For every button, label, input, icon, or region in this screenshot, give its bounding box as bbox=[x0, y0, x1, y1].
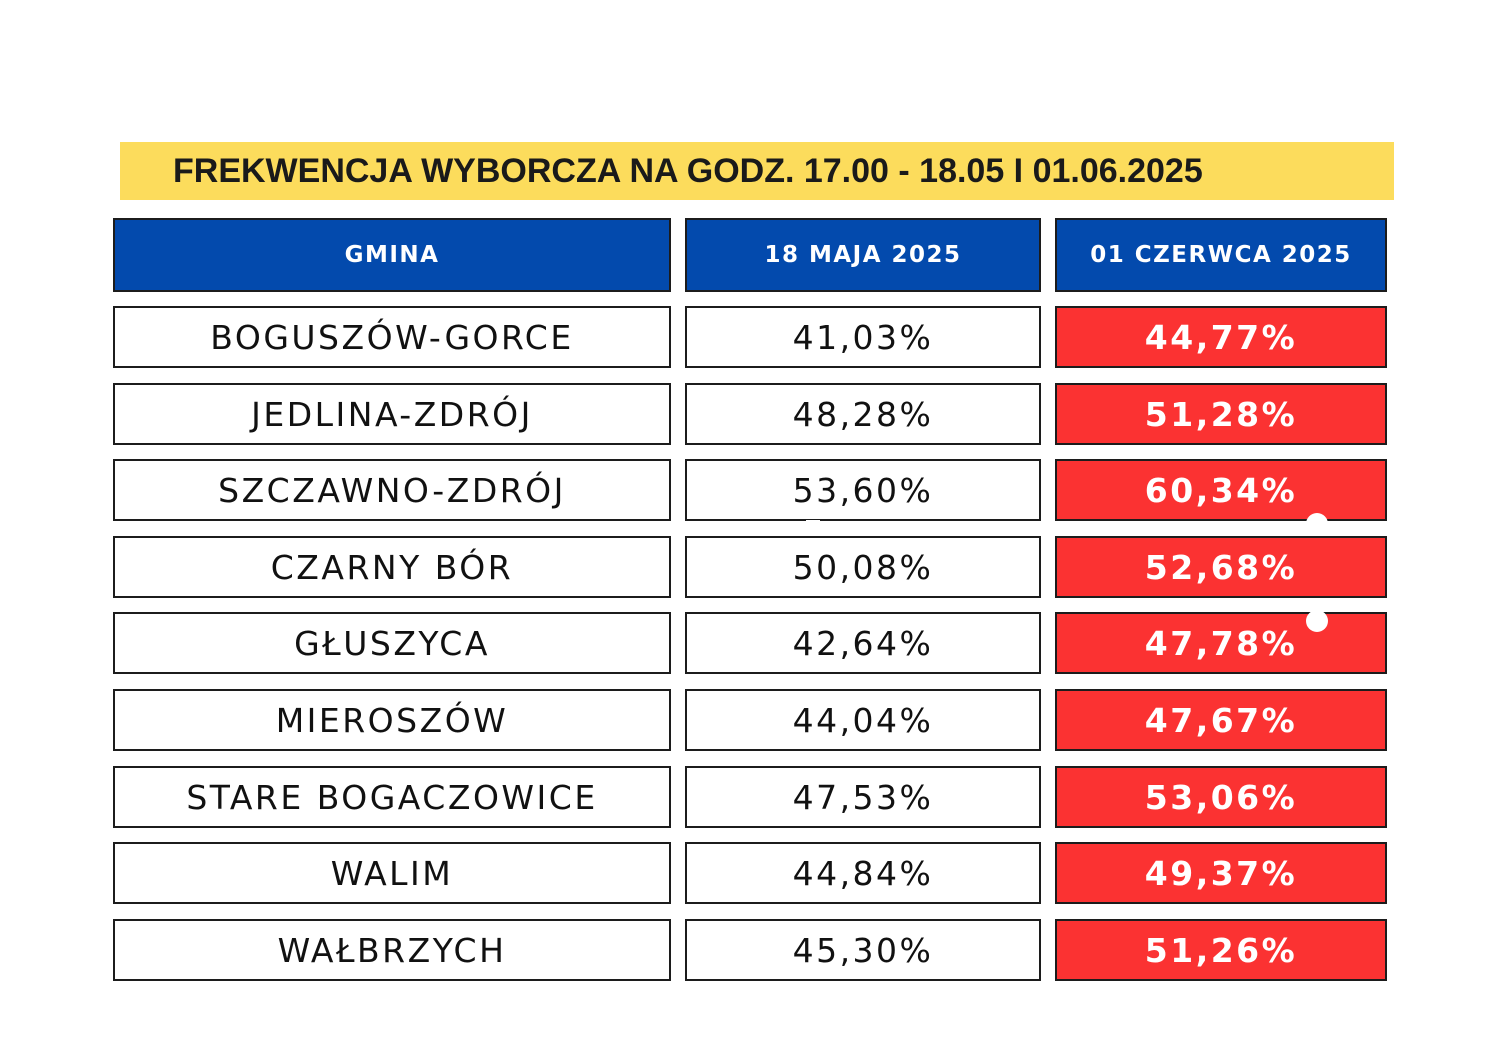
decorative-mark bbox=[806, 598, 820, 608]
cell-18-maja: 50,08% bbox=[685, 536, 1041, 598]
cell-gmina: BOGUSZÓW-GORCE bbox=[113, 306, 671, 368]
cell-01-czerwca: 44,77% bbox=[1055, 306, 1387, 368]
cell-18-maja: 42,64% bbox=[685, 612, 1041, 674]
cell-gmina: GŁUSZYCA bbox=[113, 612, 671, 674]
cell-18-maja: 41,03% bbox=[685, 306, 1041, 368]
decorative-dot bbox=[1306, 513, 1328, 535]
header-18-maja-2025: 18 MAJA 2025 bbox=[685, 218, 1041, 292]
cell-18-maja: 53,60% bbox=[685, 459, 1041, 521]
cell-01-czerwca: 60,34% bbox=[1055, 459, 1387, 521]
cell-01-czerwca: 52,68% bbox=[1055, 536, 1387, 598]
header-01-czerwca-2025: 01 CZERWCA 2025 bbox=[1055, 218, 1387, 292]
cell-gmina: JEDLINA-ZDRÓJ bbox=[113, 383, 671, 445]
decorative-mark bbox=[806, 520, 820, 530]
cell-01-czerwca: 53,06% bbox=[1055, 766, 1387, 828]
cell-gmina: SZCZAWNO-ZDRÓJ bbox=[113, 459, 671, 521]
cell-gmina: CZARNY BÓR bbox=[113, 536, 671, 598]
cell-gmina: MIEROSZÓW bbox=[113, 689, 671, 751]
header-gmina: GMINA bbox=[113, 218, 671, 292]
cell-gmina: WAŁBRZYCH bbox=[113, 919, 671, 981]
cell-18-maja: 44,04% bbox=[685, 689, 1041, 751]
cell-01-czerwca: 51,26% bbox=[1055, 919, 1387, 981]
cell-gmina: WALIM bbox=[113, 842, 671, 904]
cell-18-maja: 47,53% bbox=[685, 766, 1041, 828]
cell-01-czerwca: 47,78% bbox=[1055, 612, 1387, 674]
cell-gmina: STARE BOGACZOWICE bbox=[113, 766, 671, 828]
decorative-dot bbox=[1306, 610, 1328, 632]
cell-01-czerwca: 51,28% bbox=[1055, 383, 1387, 445]
cell-18-maja: 45,30% bbox=[685, 919, 1041, 981]
cell-18-maja: 44,84% bbox=[685, 842, 1041, 904]
cell-01-czerwca: 47,67% bbox=[1055, 689, 1387, 751]
cell-18-maja: 48,28% bbox=[685, 383, 1041, 445]
cell-01-czerwca: 49,37% bbox=[1055, 842, 1387, 904]
chart-title: FREKWENCJA WYBORCZA NA GODZ. 17.00 - 18.… bbox=[173, 152, 1203, 190]
title-bar: FREKWENCJA WYBORCZA NA GODZ. 17.00 - 18.… bbox=[120, 142, 1394, 200]
